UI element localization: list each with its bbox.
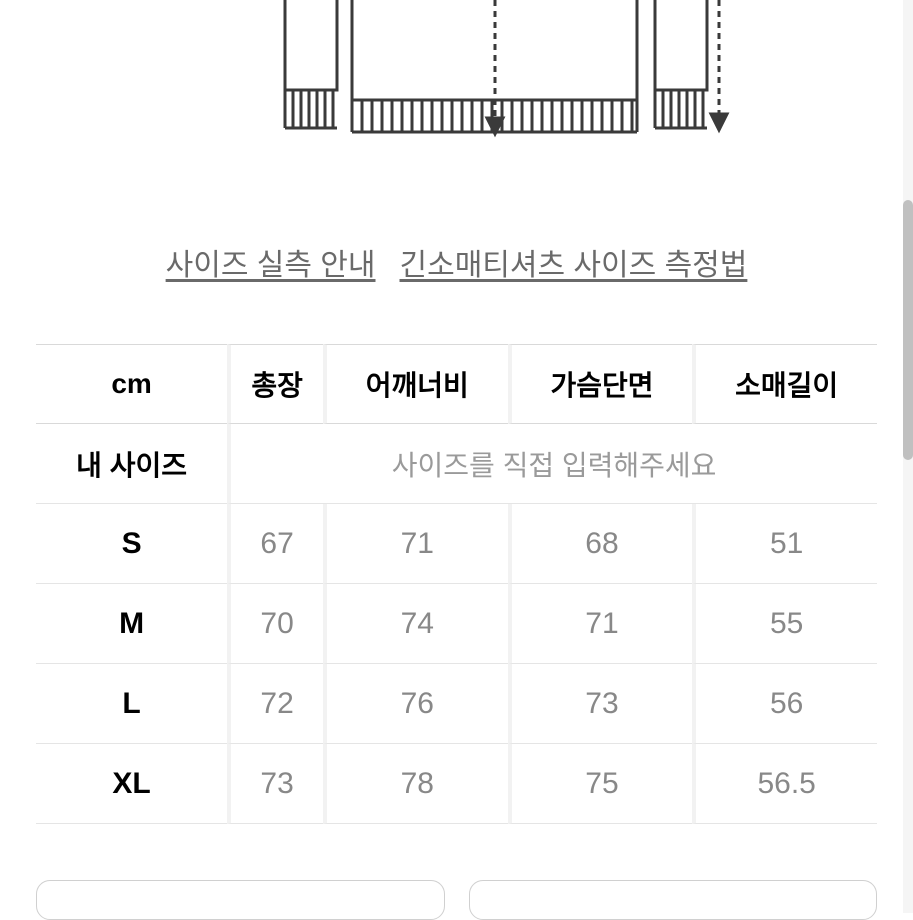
- size-value: 70: [227, 584, 323, 664]
- header-shoulder: 어깨너비: [323, 344, 508, 424]
- size-label-l: L: [36, 664, 227, 744]
- scrollbar-thumb[interactable]: [903, 200, 913, 460]
- scrollbar-track[interactable]: [903, 0, 913, 913]
- my-size-prompt[interactable]: 사이즈를 직접 입력해주세요: [227, 424, 877, 504]
- size-value: 71: [508, 584, 693, 664]
- table-row: S 67 71 68 51: [36, 504, 877, 584]
- size-value: 55: [692, 584, 877, 664]
- size-label-xl: XL: [36, 744, 227, 824]
- size-value: 67: [227, 504, 323, 584]
- option-cards-row: [0, 880, 913, 920]
- size-value: 56: [692, 664, 877, 744]
- size-table: cm 총장 어깨너비 가슴단면 소매길이 내 사이즈 사이즈를 직접 입력해주세…: [36, 344, 877, 824]
- size-value: 73: [227, 744, 323, 824]
- longsleeve-measure-guide-link[interactable]: 긴소매티셔츠 사이즈 측정법: [400, 240, 748, 284]
- table-row: M 70 74 71 55: [36, 584, 877, 664]
- size-value: 75: [508, 744, 693, 824]
- size-value: 73: [508, 664, 693, 744]
- my-size-row[interactable]: 내 사이즈 사이즈를 직접 입력해주세요: [36, 424, 877, 504]
- guide-links-row: 사이즈 실측 안내 긴소매티셔츠 사이즈 측정법: [0, 240, 913, 284]
- size-value: 72: [227, 664, 323, 744]
- garment-diagram: [0, 0, 913, 180]
- option-card-left[interactable]: [36, 880, 445, 920]
- size-value: 68: [508, 504, 693, 584]
- sweater-diagram-svg: [177, 0, 737, 180]
- table-row: XL 73 78 75 56.5: [36, 744, 877, 824]
- my-size-label: 내 사이즈: [36, 424, 227, 504]
- size-value: 71: [323, 504, 508, 584]
- header-chest: 가슴단면: [508, 344, 693, 424]
- size-measure-guide-link[interactable]: 사이즈 실측 안내: [166, 240, 376, 284]
- header-sleeve: 소매길이: [692, 344, 877, 424]
- size-label-m: M: [36, 584, 227, 664]
- header-length: 총장: [227, 344, 323, 424]
- option-card-right[interactable]: [469, 880, 878, 920]
- size-value: 78: [323, 744, 508, 824]
- size-value: 51: [692, 504, 877, 584]
- table-row: L 72 76 73 56: [36, 664, 877, 744]
- size-value: 76: [323, 664, 508, 744]
- size-value: 56.5: [692, 744, 877, 824]
- table-header-row: cm 총장 어깨너비 가슴단면 소매길이: [36, 344, 877, 424]
- size-value: 74: [323, 584, 508, 664]
- header-unit: cm: [36, 344, 227, 424]
- size-label-s: S: [36, 504, 227, 584]
